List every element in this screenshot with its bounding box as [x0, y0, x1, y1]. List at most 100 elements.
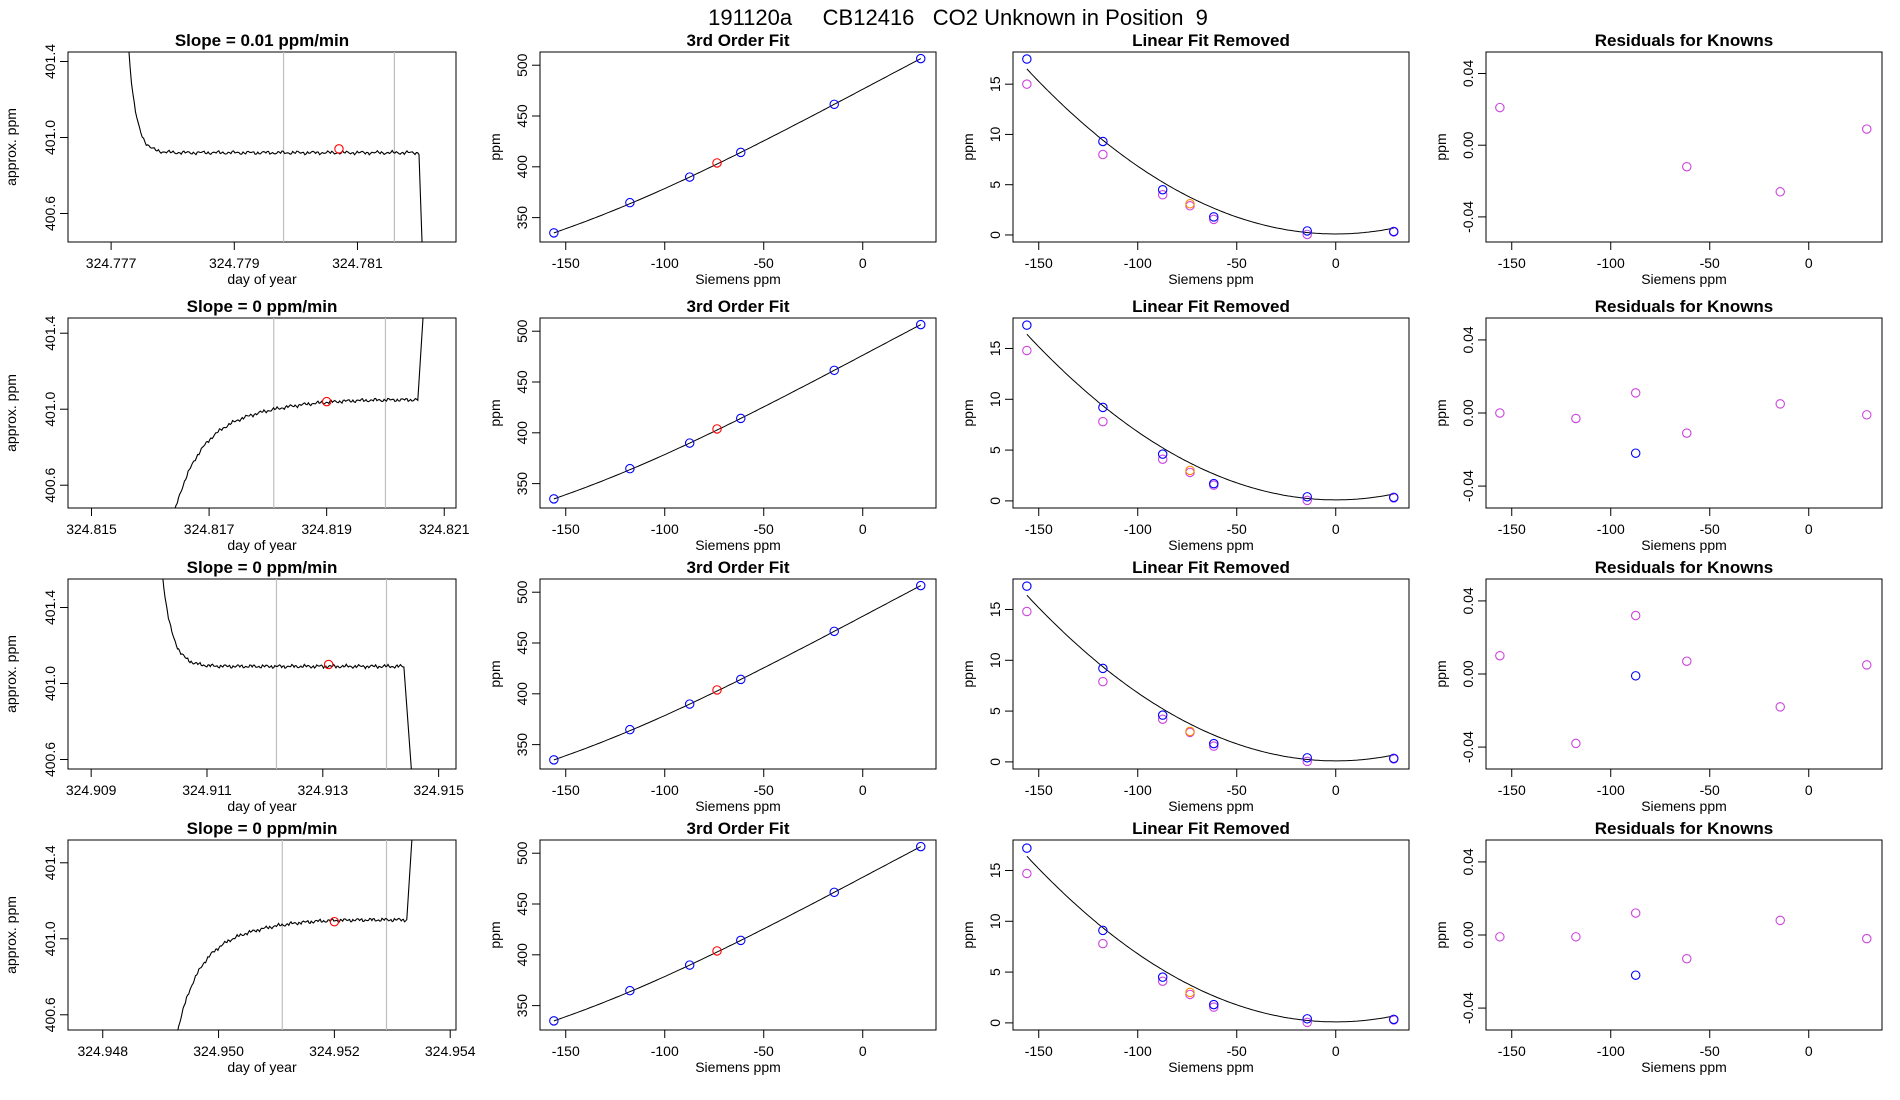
y-tick-label: -0.04: [1460, 470, 1476, 502]
known-point: [1157, 710, 1168, 720]
x-tick-label: -100: [1597, 521, 1625, 537]
y-tick-label: 401.4: [42, 590, 58, 625]
x-tick-label: -50: [754, 521, 774, 537]
x-axis-label: day of year: [227, 271, 297, 287]
known-point: [549, 228, 559, 238]
y-tick-label: 400: [514, 155, 530, 179]
y-tick-label: 350: [514, 206, 530, 230]
raw-point: [1157, 454, 1168, 464]
fit-curve: [553, 585, 922, 761]
y-tick-label: -0.04: [1460, 992, 1476, 1024]
x-tick-label: -150: [552, 782, 580, 798]
known-point: [916, 319, 926, 330]
y-tick-label: 450: [514, 892, 530, 916]
x-tick-label: -150: [552, 255, 580, 271]
panel-r1-c2: Linear Fit Removed -150 -100 -50 0 Siemens pp…: [960, 297, 1410, 553]
panel-r2-c0: Slope = 0 ppm/min 324.909 324.911 324.913 32…: [3, 558, 464, 814]
x-tick-label: 0: [1332, 521, 1340, 537]
raw-point: [1775, 702, 1785, 712]
x-axis-label: Siemens ppm: [695, 537, 781, 553]
raw-point: [1495, 932, 1505, 942]
known-point: [1302, 492, 1312, 502]
raw-point: [1775, 915, 1785, 926]
unknown-marker: [334, 144, 344, 154]
raw-point: [1022, 79, 1032, 89]
plot-frame: [67, 51, 457, 243]
fit-curve: [553, 324, 922, 500]
known-point: [1098, 925, 1108, 936]
panel-r3-c2: Linear Fit Removed -150 -100 -50 0 Siemens pp…: [960, 819, 1410, 1075]
x-tick-label: 324.950: [193, 1043, 244, 1059]
y-axis-label: ppm: [1433, 133, 1449, 160]
raw-point: [1302, 1017, 1312, 1028]
x-axis-label: Siemens ppm: [1641, 798, 1727, 814]
y-axis-label: approx. ppm: [3, 635, 19, 713]
plot-area: [549, 580, 926, 765]
y-tick-label: 0.04: [1460, 848, 1476, 875]
panel-r0-c1: 3rd Order Fit -150 -100 -50 0 Siemens ppm 350 4…: [487, 31, 937, 287]
plot-frame: [1485, 51, 1883, 243]
x-tick-label: -50: [1700, 521, 1720, 537]
y-tick-label: 0: [987, 1019, 1003, 1027]
x-tick-label: 324.909: [66, 782, 117, 798]
unknown-point: [1185, 726, 1195, 737]
panel-title: Residuals for Knowns: [1595, 819, 1774, 838]
x-tick-label: -100: [1124, 255, 1152, 271]
x-tick-label: -150: [1498, 1043, 1526, 1059]
plot-frame: [1012, 317, 1410, 509]
y-tick-label: 15: [987, 76, 1003, 92]
y-tick-label: 450: [514, 631, 530, 655]
known-point: [736, 147, 746, 158]
panel-title: Residuals for Knowns: [1595, 558, 1774, 577]
plot-frame: [67, 839, 457, 1031]
plot-area: [1022, 843, 1399, 1028]
known-point: [1157, 184, 1168, 195]
raw-point: [1302, 756, 1312, 767]
x-tick-label: 0: [1805, 1043, 1813, 1059]
raw-point: [1682, 161, 1692, 172]
x-tick-label: -100: [1124, 1043, 1152, 1059]
known-point: [549, 755, 559, 765]
panel-r0-c3: Residuals for Knowns -150 -100 -50 0 Siemens …: [1433, 31, 1883, 287]
y-axis-label: ppm: [960, 660, 976, 687]
known-point: [684, 172, 695, 182]
known-point: [549, 1016, 559, 1026]
y-tick-label: 5: [987, 707, 1003, 715]
x-tick-label: -150: [1025, 521, 1053, 537]
x-axis-label: Siemens ppm: [1168, 798, 1254, 814]
known-point: [916, 580, 926, 591]
ppm-trace: [162, 579, 412, 769]
known-point: [1157, 972, 1168, 982]
panel-title: Linear Fit Removed: [1132, 558, 1290, 577]
y-tick-label: 350: [514, 472, 530, 496]
plot-area: [1495, 908, 1872, 980]
y-tick-label: 15: [987, 601, 1003, 617]
x-tick-label: 0: [1332, 782, 1340, 798]
y-tick-label: 5: [987, 446, 1003, 454]
plot-area: [1495, 388, 1872, 458]
known-point: [1630, 970, 1641, 980]
raw-point: [1302, 229, 1312, 240]
raw-point: [1862, 660, 1872, 670]
x-tick-label: 324.948: [77, 1043, 128, 1059]
x-tick-label: 324.815: [66, 521, 117, 537]
raw-point: [1157, 190, 1168, 200]
x-axis-label: day of year: [227, 1059, 297, 1075]
y-tick-label: 500: [514, 580, 530, 604]
x-tick-label: 324.954: [425, 1043, 476, 1059]
y-axis-label: ppm: [1433, 660, 1449, 687]
y-tick-label: 0.00: [1460, 399, 1476, 426]
raw-point: [1630, 908, 1641, 918]
raw-point: [1185, 989, 1195, 1000]
y-axis-label: ppm: [487, 921, 503, 948]
plot-frame: [539, 317, 937, 509]
x-tick-label: 324.915: [413, 782, 464, 798]
y-tick-label: 401.4: [42, 315, 58, 350]
x-axis-label: Siemens ppm: [695, 271, 781, 287]
plot-area: [1495, 610, 1872, 749]
panel-title: Slope = 0 ppm/min: [187, 819, 338, 838]
known-point: [625, 463, 635, 474]
known-point: [1302, 753, 1312, 763]
ppm-trace: [128, 52, 423, 242]
y-tick-label: 400.6: [42, 467, 58, 502]
